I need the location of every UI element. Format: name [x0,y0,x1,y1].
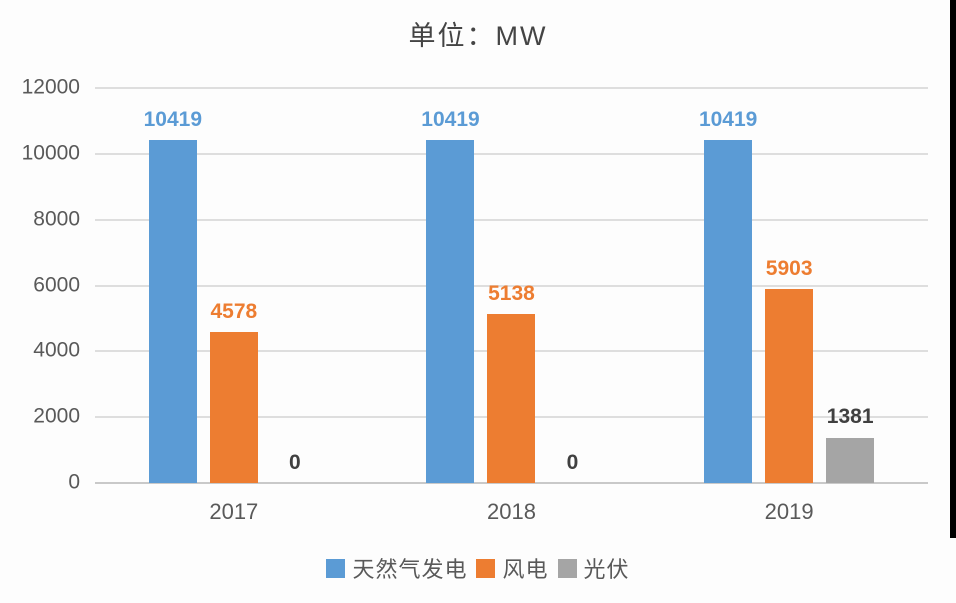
legend-swatch [557,558,577,578]
bar-slot: 4578 [209,88,258,483]
chart-legend: 天然气发电 风电 光伏 [0,552,956,584]
bar-group: 10419 5138 0 [373,88,651,483]
bar-value-label: 4578 [210,300,258,324]
y-axis-tick-label: 2000 [33,404,80,428]
bar-value-label: 0 [288,450,301,474]
bar-value-label: 10419 [698,107,758,131]
bar-group: 10419 5903 1381 [650,88,928,483]
y-axis-tick-label: 4000 [33,338,80,362]
right-edge-artifact [950,0,956,538]
legend-swatch [476,558,496,578]
y-axis-tick-label: 10000 [21,141,80,165]
bar-value-label: 0 [566,450,579,474]
x-axis-tick-label: 2017 [209,499,259,524]
y-axis-tick-label: 12000 [21,75,80,99]
x-axis-tick-label: 2019 [764,499,814,524]
legend-label: 风电 [502,557,549,582]
bar-value-label: 1381 [826,405,874,429]
bar-slot: 0 [271,88,319,483]
bar [704,140,753,483]
bar-slot: 5903 [765,88,814,483]
gridline [95,152,928,155]
bar-slot: 10419 [144,88,202,483]
legend-label: 天然气发电 [352,557,468,582]
bar-group: 10419 4578 0 [95,88,373,483]
bar-slot: 10419 [421,88,480,483]
bar-slot: 10419 [699,88,757,483]
bar-value-label: 10419 [421,107,480,131]
gridline [95,218,928,221]
bar [209,332,258,483]
bar-slot: 0 [548,88,596,483]
gridline [95,87,928,89]
bar-value-label: 5903 [765,256,813,280]
bar-slot: 5138 [487,88,536,483]
bar [148,140,197,483]
legend-label: 光伏 [583,557,630,582]
bar-slot: 1381 [826,88,875,483]
bar [826,437,875,483]
bar-value-label: 10419 [143,107,203,131]
legend-swatch [326,558,346,578]
gridline [95,284,928,287]
bar [765,288,814,483]
plot-area: 0 2000 4000 6000 8000 10000 12000 10419 4578 0 201… [22,76,928,524]
legend-item: 光伏 [557,552,630,584]
x-axis-line [95,482,928,484]
chart-title: 单位：MW [408,21,548,51]
x-axis-tick-label: 2018 [487,499,536,524]
legend-item: 风电 [476,552,548,584]
bar [426,140,475,483]
legend-item: 天然气发电 [326,552,467,584]
bar [487,313,536,483]
bar-value-label: 5138 [488,281,535,305]
y-axis-tick-label: 0 [68,470,80,494]
y-axis-tick-label: 8000 [33,207,80,231]
y-axis-tick-label: 6000 [33,273,80,297]
